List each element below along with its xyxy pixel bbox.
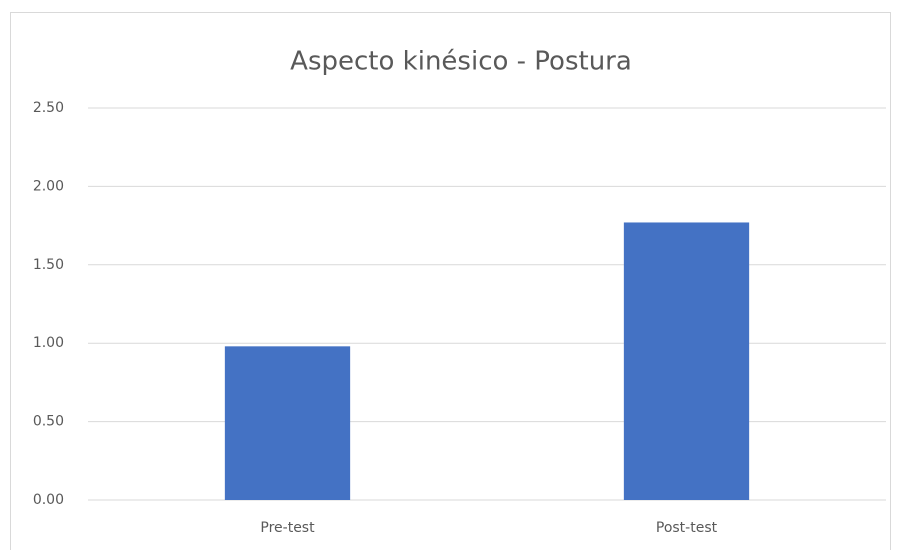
y-tick-label: 0.50 [33, 414, 64, 430]
y-tick-label: 1.00 [33, 335, 64, 351]
x-tick-label: Post-test [656, 520, 718, 536]
chart-border [10, 12, 891, 550]
y-tick-label: 1.50 [33, 257, 64, 273]
y-tick-label: 2.50 [33, 100, 64, 116]
x-tick-label: Pre-test [260, 520, 315, 536]
y-tick-label: 0.00 [33, 492, 64, 508]
chart-title: Aspecto kinésico - Postura [290, 47, 632, 77]
bar [623, 222, 750, 501]
y-tick-label: 2.00 [33, 178, 64, 194]
bar [224, 346, 351, 500]
